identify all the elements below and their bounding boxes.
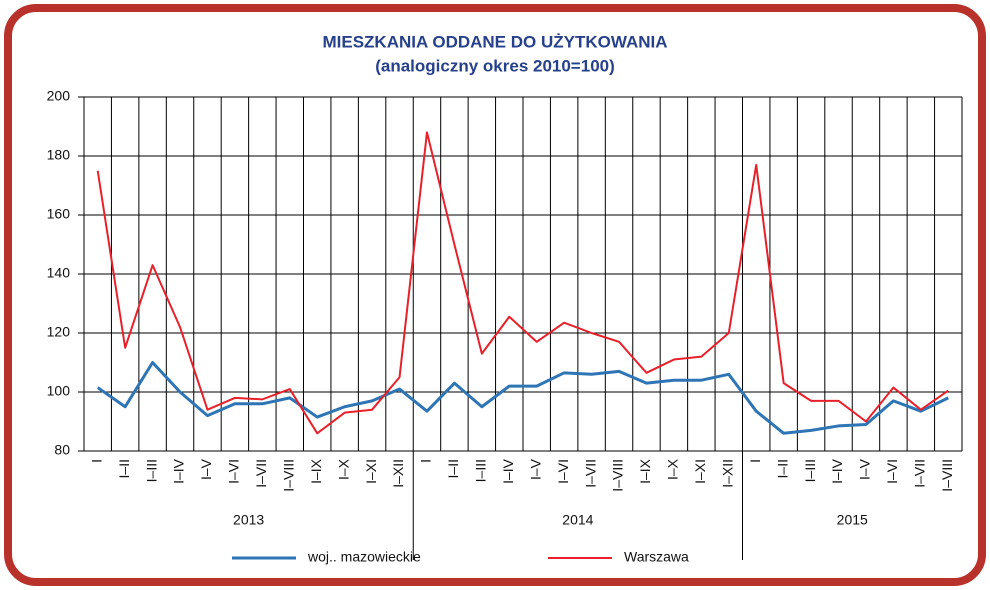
y-tick-label: 120 (47, 324, 71, 340)
x-tick-label: I–VI (555, 459, 571, 484)
y-tick-label: 200 (47, 88, 71, 104)
x-tick-label: I (418, 459, 434, 463)
x-tick-label: I–III (143, 459, 159, 482)
x-tick-label: I–V (198, 458, 214, 480)
chart-subtitle: (analogiczny okres 2010=100) (375, 56, 615, 75)
y-tick-label: 160 (47, 206, 71, 222)
x-tick-label: I–XI (692, 459, 708, 484)
group-label: 2015 (837, 512, 868, 528)
x-tick-label: I–X (335, 458, 351, 480)
x-tick-label: I–V (857, 458, 873, 480)
frame (4, 4, 986, 586)
x-tick-label: I–II (445, 459, 461, 478)
x-tick-label: I–III (802, 459, 818, 482)
group-label: 2014 (562, 512, 593, 528)
x-tick-label: I–III (473, 459, 489, 482)
x-tick-label: I–V (527, 458, 543, 480)
x-tick-label: I–VII (253, 459, 269, 488)
x-tick-label: I–XI (363, 459, 379, 484)
x-tick-label: I (88, 459, 104, 463)
group-label: 2013 (233, 512, 264, 528)
series-line (96, 131, 949, 435)
x-tick-label: I–VIII (939, 459, 955, 492)
x-tick-label: I–X (665, 458, 681, 480)
x-tick-label: I–IV (829, 458, 845, 484)
x-tick-label: I–VI (884, 459, 900, 484)
x-tick-label: I–VIII (280, 459, 296, 492)
chart-title: MIESZKANIA ODDANE DO UŻYTKOWANIA (322, 32, 667, 51)
x-tick-label: I–II (116, 459, 132, 478)
x-tick-label: I–XII (390, 459, 406, 488)
x-tick-label: I–VII (912, 459, 928, 488)
x-tick-label: I–IV (171, 458, 187, 484)
x-tick-label: I–II (774, 459, 790, 478)
x-tick-label: I–VIII (610, 459, 626, 492)
series-line (96, 361, 949, 435)
x-tick-label: I–IX (637, 458, 653, 484)
legend-label: woj.. mazowieckie (307, 549, 421, 565)
x-tick-label: I–IX (308, 458, 324, 484)
y-tick-label: 80 (54, 442, 70, 458)
x-tick-label: I (747, 459, 763, 463)
y-tick-label: 100 (47, 383, 71, 399)
x-tick-label: I–XII (719, 459, 735, 488)
x-tick-label: I–VII (582, 459, 598, 488)
x-tick-label: I–VI (226, 459, 242, 484)
legend-label: Warszawa (624, 549, 689, 565)
x-tick-label: I–IV (500, 458, 516, 484)
y-tick-label: 180 (47, 147, 71, 163)
y-tick-label: 140 (47, 265, 71, 281)
